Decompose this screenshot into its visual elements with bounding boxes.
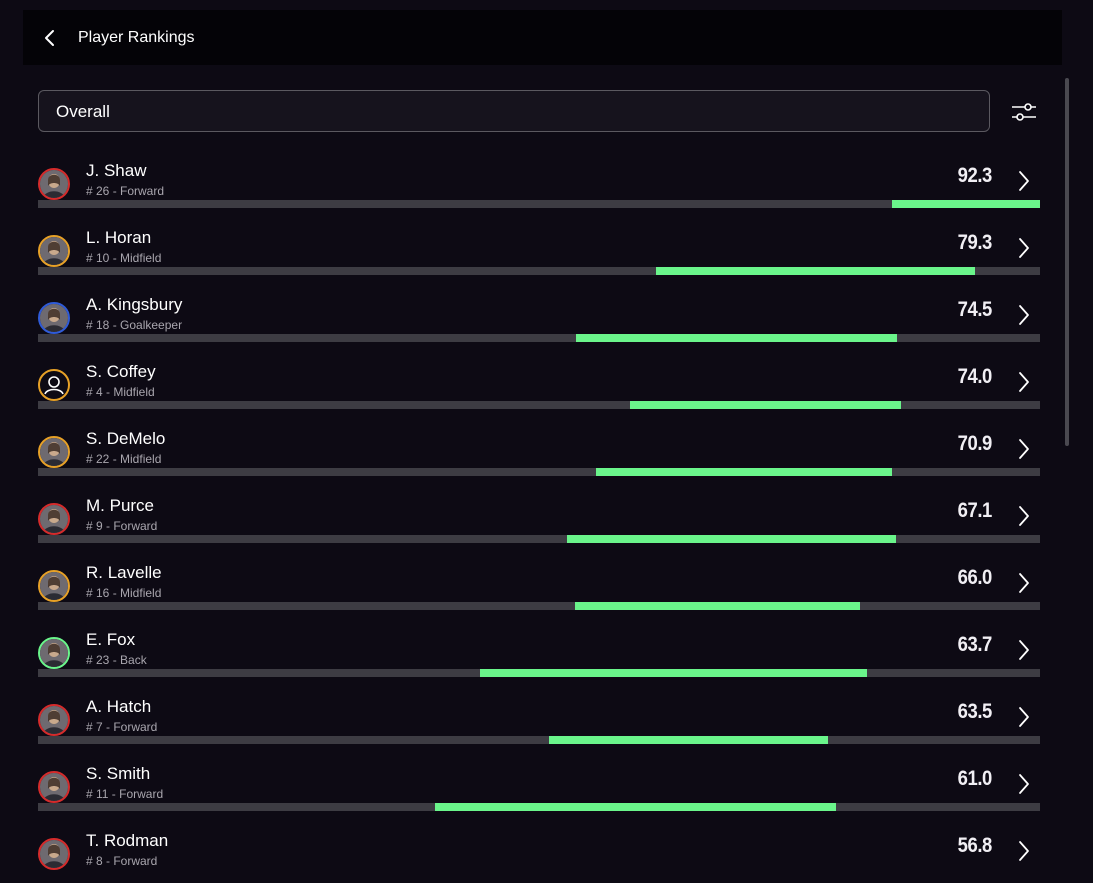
player-name: R. Lavelle <box>86 563 162 582</box>
rating-range-fill <box>576 334 897 342</box>
avatar <box>38 302 70 334</box>
player-row[interactable]: S. Smith # 11 - Forward 61.0 <box>0 764 1060 838</box>
chevron-right-icon[interactable] <box>1014 434 1034 464</box>
rating-range-track <box>38 669 1040 677</box>
rating-range-track <box>38 401 1040 409</box>
player-score: 74.0 <box>957 365 993 388</box>
user-outline-icon <box>38 369 70 401</box>
player-number-position: # 18 - Goalkeeper <box>86 318 183 332</box>
chevron-right-icon[interactable] <box>1014 501 1034 531</box>
rating-range-track <box>38 803 1040 811</box>
rating-range-fill <box>575 602 860 610</box>
chevron-left-icon <box>45 30 54 46</box>
avatar <box>38 637 70 669</box>
player-row[interactable]: L. Horan # 10 - Midfield 79.3 <box>0 228 1060 302</box>
rating-range-track <box>38 200 1040 208</box>
avatar <box>38 771 70 803</box>
page-title: Player Rankings <box>78 29 195 46</box>
chevron-right-icon[interactable] <box>1014 166 1034 196</box>
chevron-right-icon[interactable] <box>1014 635 1034 665</box>
rating-range-track <box>38 468 1040 476</box>
player-score: 66.0 <box>957 566 993 589</box>
player-number-position: # 22 - Midfield <box>86 452 162 466</box>
rating-range-fill <box>892 200 1040 208</box>
rating-range-track <box>38 602 1040 610</box>
rating-range-fill <box>630 401 901 409</box>
sliders-icon <box>1012 103 1036 121</box>
player-row[interactable]: S. DeMelo # 22 - Midfield 70.9 <box>0 429 1060 503</box>
player-row[interactable]: J. Shaw # 26 - Forward 92.3 <box>0 161 1060 235</box>
player-name: S. DeMelo <box>86 429 166 448</box>
rating-range-fill <box>549 736 828 744</box>
player-score: 74.5 <box>957 298 993 321</box>
player-number-position: # 23 - Back <box>86 653 147 667</box>
player-score: 56.8 <box>957 834 993 857</box>
avatar <box>38 704 70 736</box>
top-bar: Player Rankings <box>23 10 1062 65</box>
chevron-right-icon[interactable] <box>1014 300 1034 330</box>
player-score: 92.3 <box>957 164 993 187</box>
player-name: A. Kingsbury <box>86 295 183 314</box>
rating-range-fill <box>435 803 836 811</box>
player-row[interactable]: A. Hatch # 7 - Forward 63.5 <box>0 697 1060 771</box>
player-number-position: # 10 - Midfield <box>86 251 162 265</box>
player-score: 63.5 <box>957 700 993 723</box>
rating-range-track <box>38 736 1040 744</box>
rating-range-fill <box>656 267 975 275</box>
player-number-position: # 26 - Forward <box>86 184 165 198</box>
avatar <box>38 235 70 267</box>
rating-range-track <box>38 535 1040 543</box>
category-select-value: Overall <box>56 102 110 121</box>
player-name: S. Smith <box>86 764 151 783</box>
rating-range-fill <box>567 535 896 543</box>
player-row[interactable]: A. Kingsbury # 18 - Goalkeeper 74.5 <box>0 295 1060 369</box>
player-name: E. Fox <box>86 630 136 649</box>
player-score: 70.9 <box>957 432 993 455</box>
player-row[interactable]: M. Purce # 9 - Forward 67.1 <box>0 496 1060 570</box>
chevron-right-icon[interactable] <box>1014 367 1034 397</box>
player-row[interactable]: E. Fox # 23 - Back 63.7 <box>0 630 1060 704</box>
player-number-position: # 11 - Forward <box>86 787 164 801</box>
player-number-position: # 9 - Forward <box>86 519 158 533</box>
player-row[interactable]: R. Lavelle # 16 - Midfield 66.0 <box>0 563 1060 637</box>
avatar <box>38 436 70 468</box>
rating-range-track <box>38 334 1040 342</box>
chevron-right-icon[interactable] <box>1014 836 1034 866</box>
chevron-right-icon[interactable] <box>1014 233 1034 263</box>
player-name: L. Horan <box>86 228 152 247</box>
rating-range-fill <box>596 468 892 476</box>
player-number-position: # 7 - Forward <box>86 720 158 734</box>
filter-button[interactable] <box>1008 97 1040 127</box>
rating-range-track <box>38 267 1040 275</box>
player-score: 61.0 <box>957 767 993 790</box>
rating-range-fill <box>480 669 867 677</box>
chevron-right-icon[interactable] <box>1014 568 1034 598</box>
player-row[interactable]: T. Rodman # 8 - Forward 56.8 <box>0 831 1060 883</box>
player-name: S. Coffey <box>86 362 156 381</box>
chevron-right-icon[interactable] <box>1014 702 1034 732</box>
avatar <box>38 838 70 870</box>
avatar <box>38 168 70 200</box>
chevron-right-icon[interactable] <box>1014 769 1034 799</box>
avatar <box>38 503 70 535</box>
player-number-position: # 8 - Forward <box>86 854 158 868</box>
back-button[interactable] <box>37 25 63 51</box>
category-select[interactable]: Overall <box>38 90 990 132</box>
avatar <box>38 570 70 602</box>
player-score: 63.7 <box>957 633 993 656</box>
player-row[interactable]: S. Coffey # 4 - Midfield 74.0 <box>0 362 1060 436</box>
player-name: M. Purce <box>86 496 155 515</box>
player-name: T. Rodman <box>86 831 169 850</box>
player-number-position: # 16 - Midfield <box>86 586 162 600</box>
player-score: 67.1 <box>957 499 993 522</box>
scrollbar-thumb[interactable] <box>1065 78 1069 446</box>
player-score: 79.3 <box>957 231 993 254</box>
player-name: A. Hatch <box>86 697 152 716</box>
player-number-position: # 4 - Midfield <box>86 385 155 399</box>
player-name: J. Shaw <box>86 161 147 180</box>
